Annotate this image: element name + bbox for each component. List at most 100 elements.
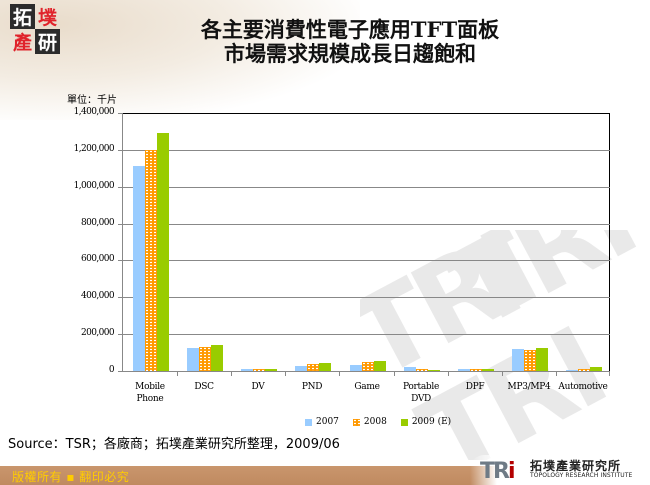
- x-category-label: MP3/MP4: [499, 381, 559, 393]
- bar-dv-2008: [253, 368, 266, 371]
- x-tick-mark: [448, 371, 449, 376]
- y-axis: [122, 113, 123, 371]
- bar-game-2007: [349, 364, 362, 371]
- bar-automotive-2008: [577, 368, 590, 371]
- x-label-line: PND: [301, 382, 323, 392]
- bar-automotive-2009e: [589, 366, 602, 371]
- x-label-line: DPF: [465, 382, 485, 392]
- x-tick-mark: [394, 371, 395, 376]
- y-tick-label: 1,200,000: [73, 144, 115, 154]
- x-tick-mark: [556, 371, 557, 376]
- chart-legend: 2007 2008 2009 (E): [305, 417, 451, 427]
- x-label-line: Phone: [136, 394, 164, 404]
- bar-automotive-2007: [565, 370, 578, 371]
- gridline: [123, 224, 610, 225]
- y-tick-mark: [118, 334, 123, 335]
- gridline: [123, 260, 610, 261]
- logo-char: 拓: [10, 4, 35, 29]
- x-label-line: DV: [251, 382, 265, 392]
- bar-pnd-2009e: [319, 362, 332, 371]
- legend-label: 2009 (E): [411, 417, 452, 427]
- y-tick-mark: [118, 297, 123, 298]
- tri-mark-icon: TRi: [480, 459, 515, 484]
- x-category-label: Automotive: [553, 381, 613, 393]
- bar-dpf-2008: [469, 368, 482, 371]
- x-category-label: PND: [282, 381, 342, 393]
- unit-label: 單位：千片: [67, 95, 117, 106]
- brand-cn: 拓墣產業研究所: [530, 459, 622, 473]
- bar-portable-dvd-2007: [403, 366, 416, 371]
- bar-dsc-2008: [199, 347, 212, 371]
- bar-game-2009e: [373, 360, 386, 371]
- x-category-label: DSC: [174, 381, 234, 393]
- x-label-line: DVD: [411, 394, 431, 404]
- x-label-line: DSC: [194, 382, 214, 392]
- gridline: [123, 187, 610, 188]
- y-tick-label: 1,000,000: [73, 181, 115, 191]
- legend-item-2007: 2007: [305, 417, 339, 427]
- x-category-label: DV: [228, 381, 288, 393]
- tri-brand-logo: TRi 拓墣產業研究所 TOPOLOGY RESEARCH INSTITUTE: [470, 455, 650, 485]
- bar-dpf-2009e: [481, 368, 494, 371]
- bar-mp3-mp4-2007: [511, 349, 524, 371]
- x-label-line: Portable: [403, 382, 439, 392]
- y-tick-mark: [118, 150, 123, 151]
- source-note: Source：TSR；各廠商；拓墣產業研究所整理，2009/06: [8, 437, 340, 452]
- legend-swatch-2007: [305, 418, 312, 426]
- bar-dv-2009e: [265, 368, 278, 371]
- x-tick-mark: [502, 371, 503, 376]
- plot-area: [123, 113, 610, 371]
- logo-char: 研: [35, 29, 60, 54]
- tri-logo-badge: 拓 墣 產 研: [10, 4, 60, 54]
- legend-label: 2007: [316, 417, 339, 427]
- legend-swatch-2009e: [400, 418, 408, 426]
- bar-mobile-phone-2008: [145, 149, 158, 371]
- x-tick-mark: [285, 371, 286, 376]
- x-tick-mark: [339, 371, 340, 376]
- x-label-line: Automotive: [558, 382, 608, 392]
- legend-swatch-2008: [352, 418, 360, 426]
- x-category-label: Game: [337, 381, 397, 393]
- x-tick-mark: [231, 371, 232, 376]
- x-label-line: Mobile: [135, 382, 165, 392]
- bar-game-2008: [361, 362, 374, 371]
- legend-item-2009e: 2009 (E): [400, 417, 452, 427]
- bar-dpf-2007: [457, 369, 470, 371]
- x-category-label: DPF: [445, 381, 505, 393]
- x-category-label: Mobile Phone: [120, 381, 180, 405]
- legend-item-2008: 2008: [352, 417, 387, 427]
- y-tick-mark: [118, 113, 123, 114]
- x-label-line: MP3/MP4: [507, 382, 551, 392]
- copyright-text: 版權所有 ▪ 翻印必究: [12, 470, 130, 484]
- x-tick-mark: [177, 371, 178, 376]
- y-tick-label: 0: [108, 365, 115, 375]
- bar-mobile-phone-2009e: [157, 133, 170, 371]
- x-category-label: Portable DVD: [391, 381, 451, 405]
- title-line-2: 市場需求規模成長日趨飽和: [224, 41, 476, 66]
- bar-mp3-mp4-2009e: [535, 347, 548, 371]
- x-tick-mark: [609, 371, 610, 376]
- gridline: [123, 334, 610, 335]
- slide-title: 各主要消費性電子應用TFT面板 市場需求規模成長日趨飽和: [120, 18, 580, 66]
- x-axis: [118, 371, 610, 372]
- bar-portable-dvd-2008: [415, 368, 428, 371]
- y-tick-label: 1,400,000: [73, 107, 115, 117]
- bar-dv-2007: [241, 368, 254, 371]
- bar-dsc-2009e: [211, 344, 224, 371]
- y-tick-mark: [118, 187, 123, 188]
- title-line-1: 各主要消費性電子應用TFT面板: [200, 17, 500, 42]
- y-tick-mark: [118, 224, 123, 225]
- logo-char: 產: [12, 32, 32, 54]
- bar-pnd-2008: [307, 364, 320, 371]
- logo-char: 墣: [37, 7, 57, 29]
- gridline: [123, 297, 610, 298]
- legend-label: 2008: [363, 417, 387, 427]
- background-map: [0, 0, 360, 120]
- brand-en: TOPOLOGY RESEARCH INSTITUTE: [530, 472, 633, 479]
- y-tick-label: 400,000: [80, 291, 115, 301]
- y-tick-mark: [118, 260, 123, 261]
- x-label-line: Game: [354, 382, 380, 392]
- y-tick-label: 200,000: [80, 328, 115, 338]
- bar-mobile-phone-2007: [133, 166, 146, 371]
- y-tick-label: 600,000: [80, 254, 115, 264]
